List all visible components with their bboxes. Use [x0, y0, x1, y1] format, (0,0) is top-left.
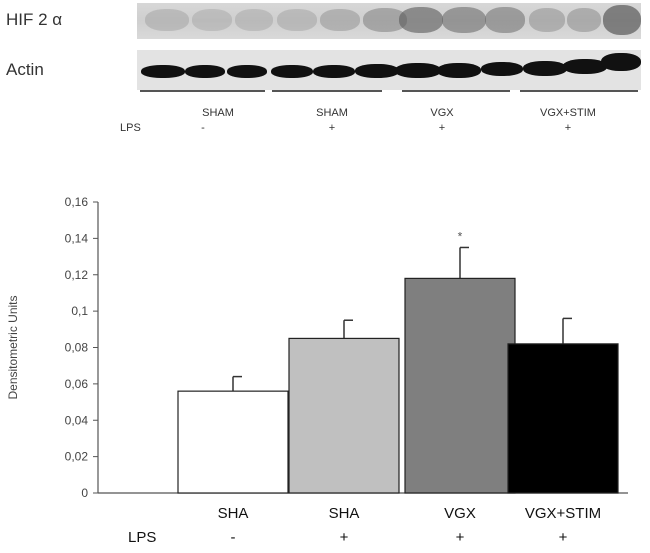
lps-row-label: LPS: [128, 529, 156, 546]
y-tick-label: 0,08: [65, 341, 89, 355]
blot-group-lps: +: [564, 122, 572, 134]
actin-blot-strip: [137, 50, 641, 90]
hif-band: [145, 9, 189, 31]
actin-band: [271, 65, 313, 78]
bar: [404, 277, 516, 494]
group-divider-line: [272, 90, 382, 92]
y-tick-label: 0,16: [65, 195, 89, 209]
blot-lps-label: LPS: [120, 122, 141, 134]
actin-band: [141, 65, 185, 78]
blot-group-name: SHAM: [202, 107, 234, 119]
blot-group-lps: +: [438, 122, 446, 134]
y-axis-label: Densitometric Units: [6, 295, 20, 399]
hif-band: [442, 7, 486, 33]
actin-label: Actin: [6, 60, 44, 79]
y-tick-label: 0,1: [71, 304, 88, 318]
actin-band: [437, 63, 481, 78]
hif-band: [529, 8, 565, 32]
bar: [177, 390, 289, 494]
y-tick-label: 0,12: [65, 268, 89, 282]
y-tick-label: 0: [81, 486, 88, 500]
y-tick-label: 0,02: [65, 450, 89, 464]
hif-band: [192, 9, 232, 31]
lps-value-label: +: [456, 529, 465, 546]
actin-band: [395, 63, 441, 78]
hif-band: [320, 9, 360, 31]
hif-band: [603, 5, 641, 35]
actin-band: [563, 59, 607, 74]
actin-band: [601, 53, 641, 71]
blot-group-name: VGX+STIM: [540, 107, 596, 119]
group-divider-line: [140, 90, 265, 92]
category-label: SHA: [218, 505, 249, 522]
hif-band: [567, 8, 601, 32]
hif-blot-strip: [137, 3, 641, 39]
actin-band: [313, 65, 355, 78]
y-tick-label: 0,04: [65, 413, 89, 427]
blot-group-name: VGX: [430, 107, 454, 119]
group-divider-line: [402, 90, 510, 92]
hif-band: [399, 7, 443, 33]
lps-value-label: +: [559, 529, 568, 546]
hif-band: [485, 7, 525, 33]
actin-band: [355, 64, 399, 78]
actin-band: [185, 65, 225, 78]
y-tick-label: 0,14: [65, 231, 89, 245]
blot-group-lps: +: [328, 122, 336, 134]
hif-band: [277, 9, 317, 31]
bar: [507, 343, 619, 494]
hif-band: [235, 9, 273, 31]
group-divider-line: [520, 90, 638, 92]
lps-value-label: +: [340, 529, 349, 546]
category-label: VGX+STIM: [525, 505, 601, 522]
category-label: VGX: [444, 505, 476, 522]
significance-marker: *: [458, 229, 463, 243]
bar: [288, 337, 400, 494]
lps-value-label: -: [231, 529, 236, 546]
actin-band: [481, 62, 523, 76]
blot-group-lps: -: [201, 122, 205, 134]
hif-label: HIF 2 α: [6, 10, 63, 29]
category-label: SHA: [329, 505, 360, 522]
blot-group-name: SHAM: [316, 107, 348, 119]
actin-band: [227, 65, 267, 78]
y-tick-label: 0,06: [65, 377, 89, 391]
actin-band: [523, 61, 567, 76]
